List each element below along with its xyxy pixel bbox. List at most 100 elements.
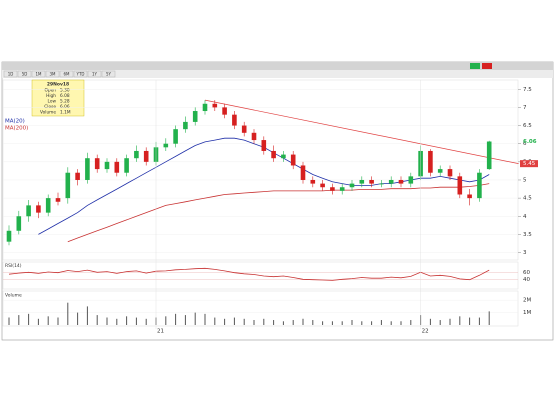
toolbar-button[interactable] xyxy=(59,70,74,78)
toolbar-button[interactable] xyxy=(3,70,18,78)
candle-body xyxy=(104,161,110,170)
candle-body xyxy=(143,150,149,162)
y-tick-label: 3 xyxy=(523,250,527,256)
candle-body xyxy=(281,154,286,159)
window-frame xyxy=(1,61,554,341)
candle-body xyxy=(271,150,276,159)
y-tick-label: 7 xyxy=(523,105,527,111)
candle-body xyxy=(6,230,12,242)
y-tick-label: 4.5 xyxy=(523,196,532,202)
candle-body xyxy=(290,154,296,166)
candle-body xyxy=(55,198,61,202)
candle-body xyxy=(300,165,306,180)
date-label: 22 xyxy=(422,329,429,335)
candle-body xyxy=(339,187,345,191)
toolbar-button[interactable] xyxy=(101,70,116,78)
candle-body xyxy=(232,114,237,126)
toolbar-label: 1M xyxy=(36,71,43,76)
candle-body xyxy=(261,140,267,151)
candle-body xyxy=(85,158,90,180)
info-value: 5.28 xyxy=(60,99,70,105)
toolbar-button[interactable] xyxy=(87,70,102,78)
candle-body xyxy=(330,187,335,191)
info-key: Open xyxy=(45,88,57,94)
info-key: Volume xyxy=(40,110,56,116)
legend-label: MA(20) xyxy=(5,119,25,125)
toolbar xyxy=(2,70,553,78)
info-value: 1.1M xyxy=(60,110,71,116)
candle-body xyxy=(359,179,365,184)
candle-body xyxy=(192,111,198,122)
toolbar-button[interactable] xyxy=(45,70,60,78)
rsi-label: RSI(14) xyxy=(5,263,22,269)
y-tick-label: 6 xyxy=(523,141,527,147)
candle-body xyxy=(320,183,325,188)
toolbar-label: 1Y xyxy=(92,71,98,76)
candle-body xyxy=(437,169,443,173)
candle-body xyxy=(398,179,404,184)
info-value: 5.30 xyxy=(60,88,70,94)
info-value: 6.08 xyxy=(60,93,70,99)
volume-tick-label: 1M xyxy=(523,310,531,316)
info-date: 29Nov18 xyxy=(47,82,69,88)
candle-body xyxy=(75,172,80,180)
candle-body xyxy=(388,179,394,184)
candle-body xyxy=(202,103,208,112)
y-tick-label: 5 xyxy=(523,177,527,183)
button-green[interactable] xyxy=(470,63,480,69)
rsi-panel xyxy=(2,261,519,290)
y-tick-label: 6.5 xyxy=(523,123,532,129)
toolbar-button[interactable] xyxy=(73,70,88,78)
candle-body xyxy=(45,198,51,213)
toolbar-label: 5Y xyxy=(106,71,112,76)
candle-body xyxy=(251,132,257,141)
volume-tick-label: 2M xyxy=(523,298,531,304)
price-tag-label: 5.45 xyxy=(523,161,536,167)
volume-label: Volume xyxy=(5,293,22,299)
candle-body xyxy=(134,150,139,159)
candle-body xyxy=(65,172,71,199)
candle-body xyxy=(310,179,316,184)
candle-body xyxy=(16,216,22,231)
date-label: 21 xyxy=(157,329,164,335)
y-tick-label: 7.5 xyxy=(523,87,532,93)
candle-body xyxy=(114,161,120,173)
trendline xyxy=(204,99,519,164)
toolbar-label: YTD xyxy=(76,71,85,76)
y-tick-label: 4 xyxy=(523,214,527,220)
info-key: High xyxy=(46,93,56,99)
info-value: 6.06 xyxy=(60,104,70,110)
candle-body xyxy=(486,141,492,170)
candle-body xyxy=(408,176,414,184)
info-key: Low xyxy=(48,99,57,105)
candle-body xyxy=(222,107,227,115)
toolbar-label: 3M xyxy=(50,71,57,76)
candle-body xyxy=(36,205,41,213)
info-key: Close xyxy=(44,104,56,110)
candle-body xyxy=(369,179,374,184)
candle-body xyxy=(467,194,472,199)
toolbar-label: 5D xyxy=(22,71,28,76)
rsi-tick-label: 40 xyxy=(523,277,530,283)
price-panel xyxy=(2,79,519,261)
toolbar-button[interactable] xyxy=(17,70,32,78)
button-red[interactable] xyxy=(482,63,492,69)
volume-panel xyxy=(2,290,519,327)
candle-body xyxy=(26,205,31,217)
last-price: 6.06 xyxy=(523,139,537,145)
candle-body xyxy=(447,169,453,177)
candle-body xyxy=(349,183,355,188)
candle-body xyxy=(163,143,169,148)
rsi-tick-label: 60 xyxy=(523,270,530,276)
toolbar-button[interactable] xyxy=(31,70,46,78)
candle-body xyxy=(379,183,384,185)
candle-body xyxy=(457,176,463,195)
candle-body xyxy=(94,158,100,170)
candle-body xyxy=(428,150,433,173)
price-tag xyxy=(520,160,538,168)
legend-label: MA(200) xyxy=(5,126,28,132)
candle-body xyxy=(241,125,247,133)
info-box xyxy=(31,79,85,117)
title-bar xyxy=(2,62,553,70)
candle-body xyxy=(212,103,218,108)
